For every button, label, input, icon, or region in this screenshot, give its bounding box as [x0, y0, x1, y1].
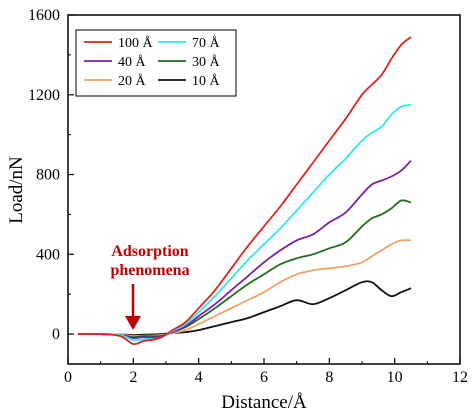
legend: 100 Å 70 Å 40 Å 30 Å 20 Å 10 Å: [75, 29, 237, 97]
legend-label-40: 40 Å: [118, 54, 147, 70]
series-line-30: [77, 199, 412, 339]
series-line-70: [77, 103, 412, 342]
x-tick-label: 12: [452, 369, 468, 386]
legend-label-10: 10 Å: [192, 73, 221, 89]
series-line-10: [77, 280, 412, 336]
x-tick-label: 8: [325, 369, 333, 386]
annotation-arrowhead: [125, 316, 141, 330]
y-tick-label: 1600: [28, 7, 60, 24]
y-tick-label: 800: [36, 167, 60, 184]
x-tick-label: 6: [260, 369, 268, 386]
x-tick-label: 0: [64, 369, 72, 386]
legend-label-70: 70 Å: [192, 35, 221, 51]
x-tick-label: 4: [195, 369, 203, 386]
y-tick-label: 0: [52, 326, 60, 343]
x-tick-label: 2: [129, 369, 137, 386]
x-axis-label: Distance/Å: [221, 392, 307, 413]
series-lines: [77, 36, 412, 346]
series-line-40: [77, 159, 412, 340]
y-axis-label: Load/nN: [6, 156, 27, 224]
tick-labels: 0 2 4 6 8 10 12 0 400 800 1200 1600: [28, 7, 468, 386]
legend-label-100: 100 Å: [118, 35, 154, 51]
y-tick-label: 1200: [28, 87, 60, 104]
x-tick-label: 10: [387, 369, 403, 386]
annotation-line-2: phenomena: [110, 262, 189, 279]
annotation-line-1: Adsorption: [111, 243, 188, 260]
axis-ticks: [67, 14, 461, 364]
y-tick-label: 400: [36, 246, 60, 263]
legend-box: [75, 29, 237, 97]
legend-label-20: 20 Å: [118, 73, 147, 89]
legend-label-30: 30 Å: [192, 54, 221, 70]
annotation: Adsorption phenomena: [110, 243, 190, 330]
series-line-100: [77, 36, 412, 346]
